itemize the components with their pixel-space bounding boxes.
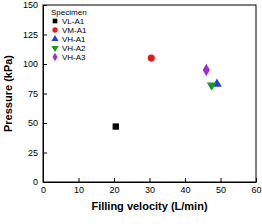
y-tick-label: 100	[23, 59, 38, 69]
y-tick-mark	[43, 5, 47, 6]
x-tick-label: 40	[180, 185, 190, 195]
point	[207, 82, 217, 90]
point	[148, 55, 155, 62]
legend: SpecimenVL-A1VM-A1VH-A1VH-A2VH-A3	[51, 8, 87, 62]
y-tick-mark	[43, 64, 47, 65]
x-tick-label: 60	[251, 185, 261, 195]
y-tick-mark	[43, 182, 47, 183]
point	[203, 64, 210, 76]
y-tick-label: 25	[28, 148, 38, 158]
chart: 0 10 20 30 40 50 60 0 25 50 75 100 125 150 SpecimenVL-…	[0, 0, 262, 224]
y-tick-label: 50	[28, 118, 38, 128]
legend-label: VL-A1	[62, 17, 85, 26]
y-tick: 0	[33, 177, 47, 187]
y-tick-mark	[43, 35, 47, 36]
x-tick: 50	[216, 178, 226, 195]
y-tick-mark	[43, 123, 47, 124]
x-axis: 0 10 20 30 40 50 60	[41, 178, 262, 195]
legend-marker	[51, 35, 58, 41]
y-tick-mark	[43, 153, 47, 154]
x-tick-mark	[79, 178, 80, 182]
legend-label: VH-A2	[62, 44, 86, 53]
legend-label: VM-A1	[62, 26, 87, 35]
legend-label: VH-A3	[62, 53, 86, 62]
x-tick-mark	[150, 178, 151, 182]
x-tick-label: 30	[145, 185, 155, 195]
y-axis: 0 25 50 75 100 125 150	[23, 0, 47, 187]
x-tick: 40	[180, 178, 190, 195]
y-tick: 50	[28, 118, 47, 128]
legend-marker	[51, 46, 58, 52]
x-tick-label: 20	[109, 185, 119, 195]
legend-marker	[53, 19, 58, 24]
legend-label: VH-A1	[62, 35, 86, 44]
x-tick-mark	[221, 178, 222, 182]
y-axis-title: Pressure (kPa)	[2, 55, 14, 132]
y-tick-mark	[43, 94, 47, 95]
x-tick-label: 0	[41, 185, 46, 195]
legend-marker	[52, 27, 57, 32]
plot: 0 10 20 30 40 50 60 0 25 50 75 100 125 150 SpecimenVL-…	[23, 0, 262, 195]
y-tick-label: 75	[28, 89, 38, 99]
x-tick: 60	[251, 178, 261, 195]
x-tick: 30	[145, 178, 155, 195]
x-tick-label: 50	[216, 185, 226, 195]
x-axis-title: Filling velocity (L/min)	[91, 200, 207, 212]
x-tick-label: 10	[74, 185, 84, 195]
legend-marker	[52, 53, 57, 62]
y-tick-label: 150	[23, 0, 38, 10]
y-tick: 125	[23, 30, 47, 40]
x-tick-mark	[256, 178, 257, 182]
x-tick: 20	[109, 178, 119, 195]
y-tick: 100	[23, 59, 47, 69]
x-tick: 10	[74, 178, 84, 195]
y-tick: 25	[28, 148, 47, 158]
x-tick-mark	[185, 178, 186, 182]
legend-title: Specimen	[51, 8, 87, 17]
points	[113, 55, 222, 130]
y-tick: 75	[28, 89, 47, 99]
point	[113, 123, 119, 129]
x-axis-line	[44, 182, 257, 183]
y-tick-label: 0	[33, 177, 38, 187]
y-tick: 150	[23, 0, 47, 10]
x-tick-mark	[114, 178, 115, 182]
y-tick-label: 125	[23, 30, 38, 40]
plot-frame	[43, 5, 256, 182]
